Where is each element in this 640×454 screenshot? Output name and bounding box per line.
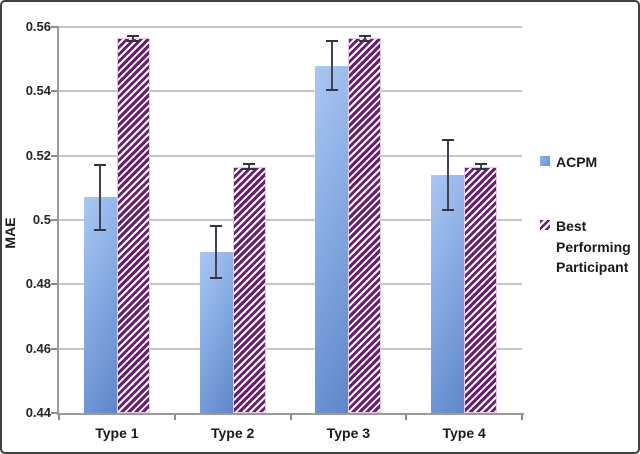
bar-acpm-type-2: [199, 252, 233, 413]
error-bar-acpm: [330, 41, 333, 90]
gridline: [59, 26, 522, 28]
error-bar-best-performing: [479, 164, 482, 170]
y-axis-tick: [51, 26, 58, 28]
x-axis-tick: [405, 415, 408, 420]
error-bar-acpm: [446, 139, 449, 211]
error-bar-cap-bottom: [358, 39, 371, 42]
y-axis-tick: [51, 154, 58, 157]
y-axis-tick: [51, 90, 58, 93]
y-axis-line: [57, 26, 59, 415]
bar-best-performing-type-1: [116, 38, 150, 413]
x-axis-line: [57, 413, 524, 415]
y-tick-label: 0.44: [25, 405, 51, 420]
y-tick-label: 0.46: [25, 340, 51, 356]
acpm-legend-label: ACPM: [556, 154, 598, 170]
y-axis-tick: [51, 347, 58, 350]
gridline: [59, 219, 522, 221]
error-bar-cap-bottom: [474, 168, 487, 171]
error-bar-cap-bottom: [243, 168, 256, 171]
x-axis-label-type-3: Type 3: [326, 425, 371, 441]
bar-best-performing-type-4: [464, 166, 498, 413]
y-tick-label: 0.48: [25, 276, 51, 292]
error-bar-best-performing: [363, 35, 366, 41]
y-tick-label: 0.56: [25, 19, 51, 34]
bar-best-performing-type-2: [232, 166, 266, 413]
legend: ACPM Best Performing Participant: [540, 152, 638, 277]
error-bar-cap-top: [358, 34, 371, 37]
best-performing-legend-swatch-icon: [540, 220, 550, 231]
error-bar-cap-bottom: [325, 88, 338, 91]
error-bar-best-performing: [248, 164, 251, 170]
y-tick-label: 0.52: [25, 147, 51, 163]
best-performing-legend-label: Best Performing Participant: [556, 218, 631, 275]
x-axis-label-type-2: Type 2: [210, 425, 255, 441]
x-axis-tick: [289, 415, 292, 420]
error-bar-cap-top: [243, 163, 256, 166]
error-bar-cap-bottom: [94, 228, 107, 231]
legend-item-best-performing-participant: Best Performing Participant: [540, 216, 638, 277]
x-axis-tick: [173, 415, 176, 420]
bar-acpm-type-3: [315, 65, 349, 413]
error-bar-cap-top: [210, 225, 223, 228]
error-bar-best-performing: [132, 35, 135, 41]
y-axis-tick: [51, 412, 58, 414]
gridline: [59, 90, 522, 93]
gridline: [59, 347, 522, 350]
error-bar-cap-bottom: [210, 276, 223, 279]
bar-acpm-type-4: [431, 174, 465, 413]
error-bar-cap-top: [474, 163, 487, 166]
y-axis-title: MAE: [2, 217, 18, 249]
y-axis-tick: [51, 283, 58, 286]
error-bar-cap-bottom: [127, 39, 140, 42]
gridline: [59, 154, 522, 157]
x-axis-label-type-4: Type 4: [442, 425, 486, 441]
x-axis-tick: [58, 415, 60, 420]
error-bar-cap-top: [94, 164, 107, 167]
acpm-legend-swatch-icon: [540, 156, 550, 166]
gridline: [59, 283, 522, 286]
y-axis-tick: [51, 219, 58, 221]
error-bar-acpm: [215, 226, 218, 278]
bar-best-performing-type-3: [348, 38, 382, 413]
legend-item-acpm: ACPM: [540, 152, 638, 172]
error-bar-cap-top: [441, 138, 454, 141]
y-tick-label: 0.54: [25, 83, 51, 99]
error-bar-cap-bottom: [441, 209, 454, 212]
bar-acpm-type-1: [83, 197, 117, 413]
y-tick-label: 0.5: [32, 212, 51, 227]
x-axis-label-type-1: Type 1: [95, 425, 139, 441]
x-axis-tick: [521, 415, 523, 420]
error-bar-cap-top: [127, 34, 140, 37]
error-bar-cap-top: [325, 40, 338, 43]
error-bar-acpm: [99, 165, 102, 230]
